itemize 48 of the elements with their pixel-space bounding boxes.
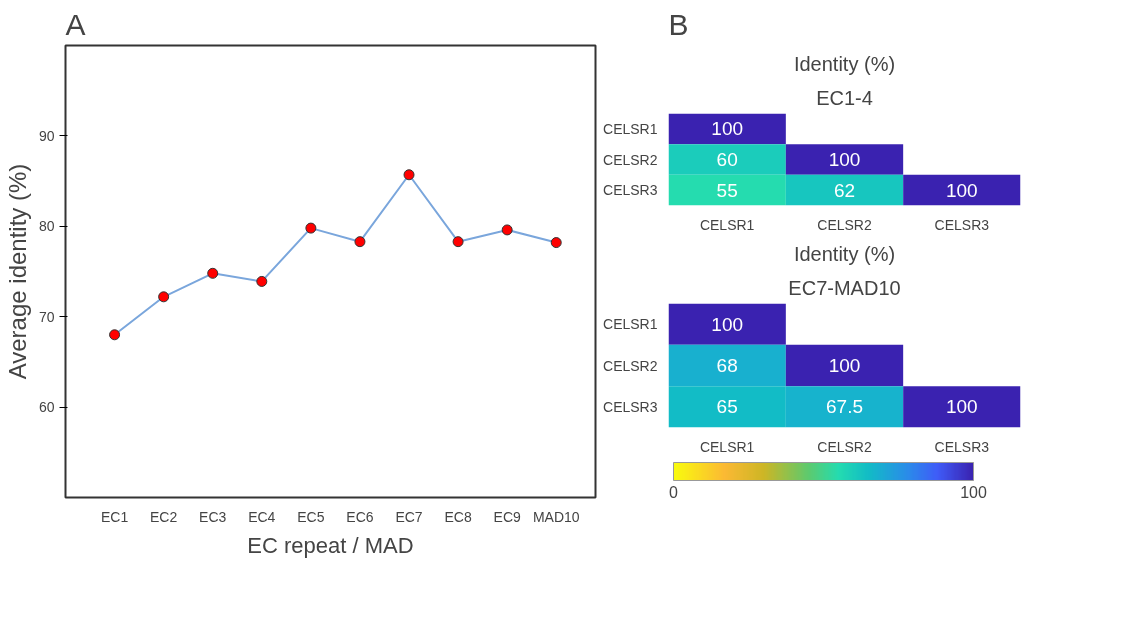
y-tick-label: 70 <box>38 308 55 325</box>
x-tick-label: EC1 <box>100 508 129 525</box>
x-tick-label: EC6 <box>346 508 374 525</box>
chart-title: Identity (%) <box>793 242 896 265</box>
y-axis-title: Average identity (%) <box>3 163 31 380</box>
data-label: 62 <box>833 179 856 201</box>
x-tick-label: EC7 <box>395 508 423 525</box>
x-tick-label: EC5 <box>297 508 325 525</box>
x-tick-label: EC4 <box>248 508 276 525</box>
x-tick-label: CELSR2 <box>817 216 872 233</box>
data-label: 100 <box>945 179 978 201</box>
x-tick-label: CELSR3 <box>934 216 990 233</box>
data-label: 100 <box>711 313 744 335</box>
data-label: 67.5 <box>826 396 863 418</box>
y-tick-label: 80 <box>38 218 55 235</box>
data-label: 100 <box>945 396 978 418</box>
x-tick-label: EC8 <box>444 508 472 525</box>
x-tick-label: EC3 <box>199 508 227 525</box>
color-bar-label: 100 <box>960 483 987 501</box>
data-label: 65 <box>716 396 738 418</box>
x-tick-label: CELSR2 <box>817 438 872 455</box>
x-tick-label: EC9 <box>493 508 521 525</box>
x-tick-label: CELSR1 <box>699 216 755 233</box>
y-tick-label: CELSR2 <box>603 151 658 168</box>
y-tick-label: 90 <box>38 127 55 144</box>
chart-title: Identity (%) <box>793 52 896 75</box>
data-label: 68 <box>716 355 738 376</box>
x-tick-label: EC2 <box>150 508 178 525</box>
x-tick-label: MAD10 <box>532 508 580 525</box>
x-tick-label: CELSR1 <box>699 438 755 455</box>
y-tick-label: CELSR3 <box>603 182 658 199</box>
y-tick-label: CELSR1 <box>603 120 658 137</box>
x-axis-title: EC repeat / MAD <box>247 532 414 558</box>
text: A <box>65 7 86 41</box>
data-label: 100 <box>828 149 861 170</box>
y-tick-label: 60 <box>38 399 55 416</box>
x-tick-label: CELSR3 <box>934 438 990 455</box>
y-tick-label: CELSR1 <box>603 316 658 333</box>
data-label: 100 <box>711 118 744 140</box>
color-bar-label: 0 <box>669 483 679 501</box>
data-label: 55 <box>716 179 738 201</box>
data-label: 60 <box>716 149 738 170</box>
chart-subtitle: EC7-MAD10 <box>788 276 901 299</box>
data-label: 100 <box>828 355 861 376</box>
y-tick-label: CELSR2 <box>603 357 658 374</box>
chart-subtitle: EC1-4 <box>816 86 873 109</box>
y-tick-label: CELSR3 <box>603 398 658 415</box>
text: B <box>668 7 689 41</box>
